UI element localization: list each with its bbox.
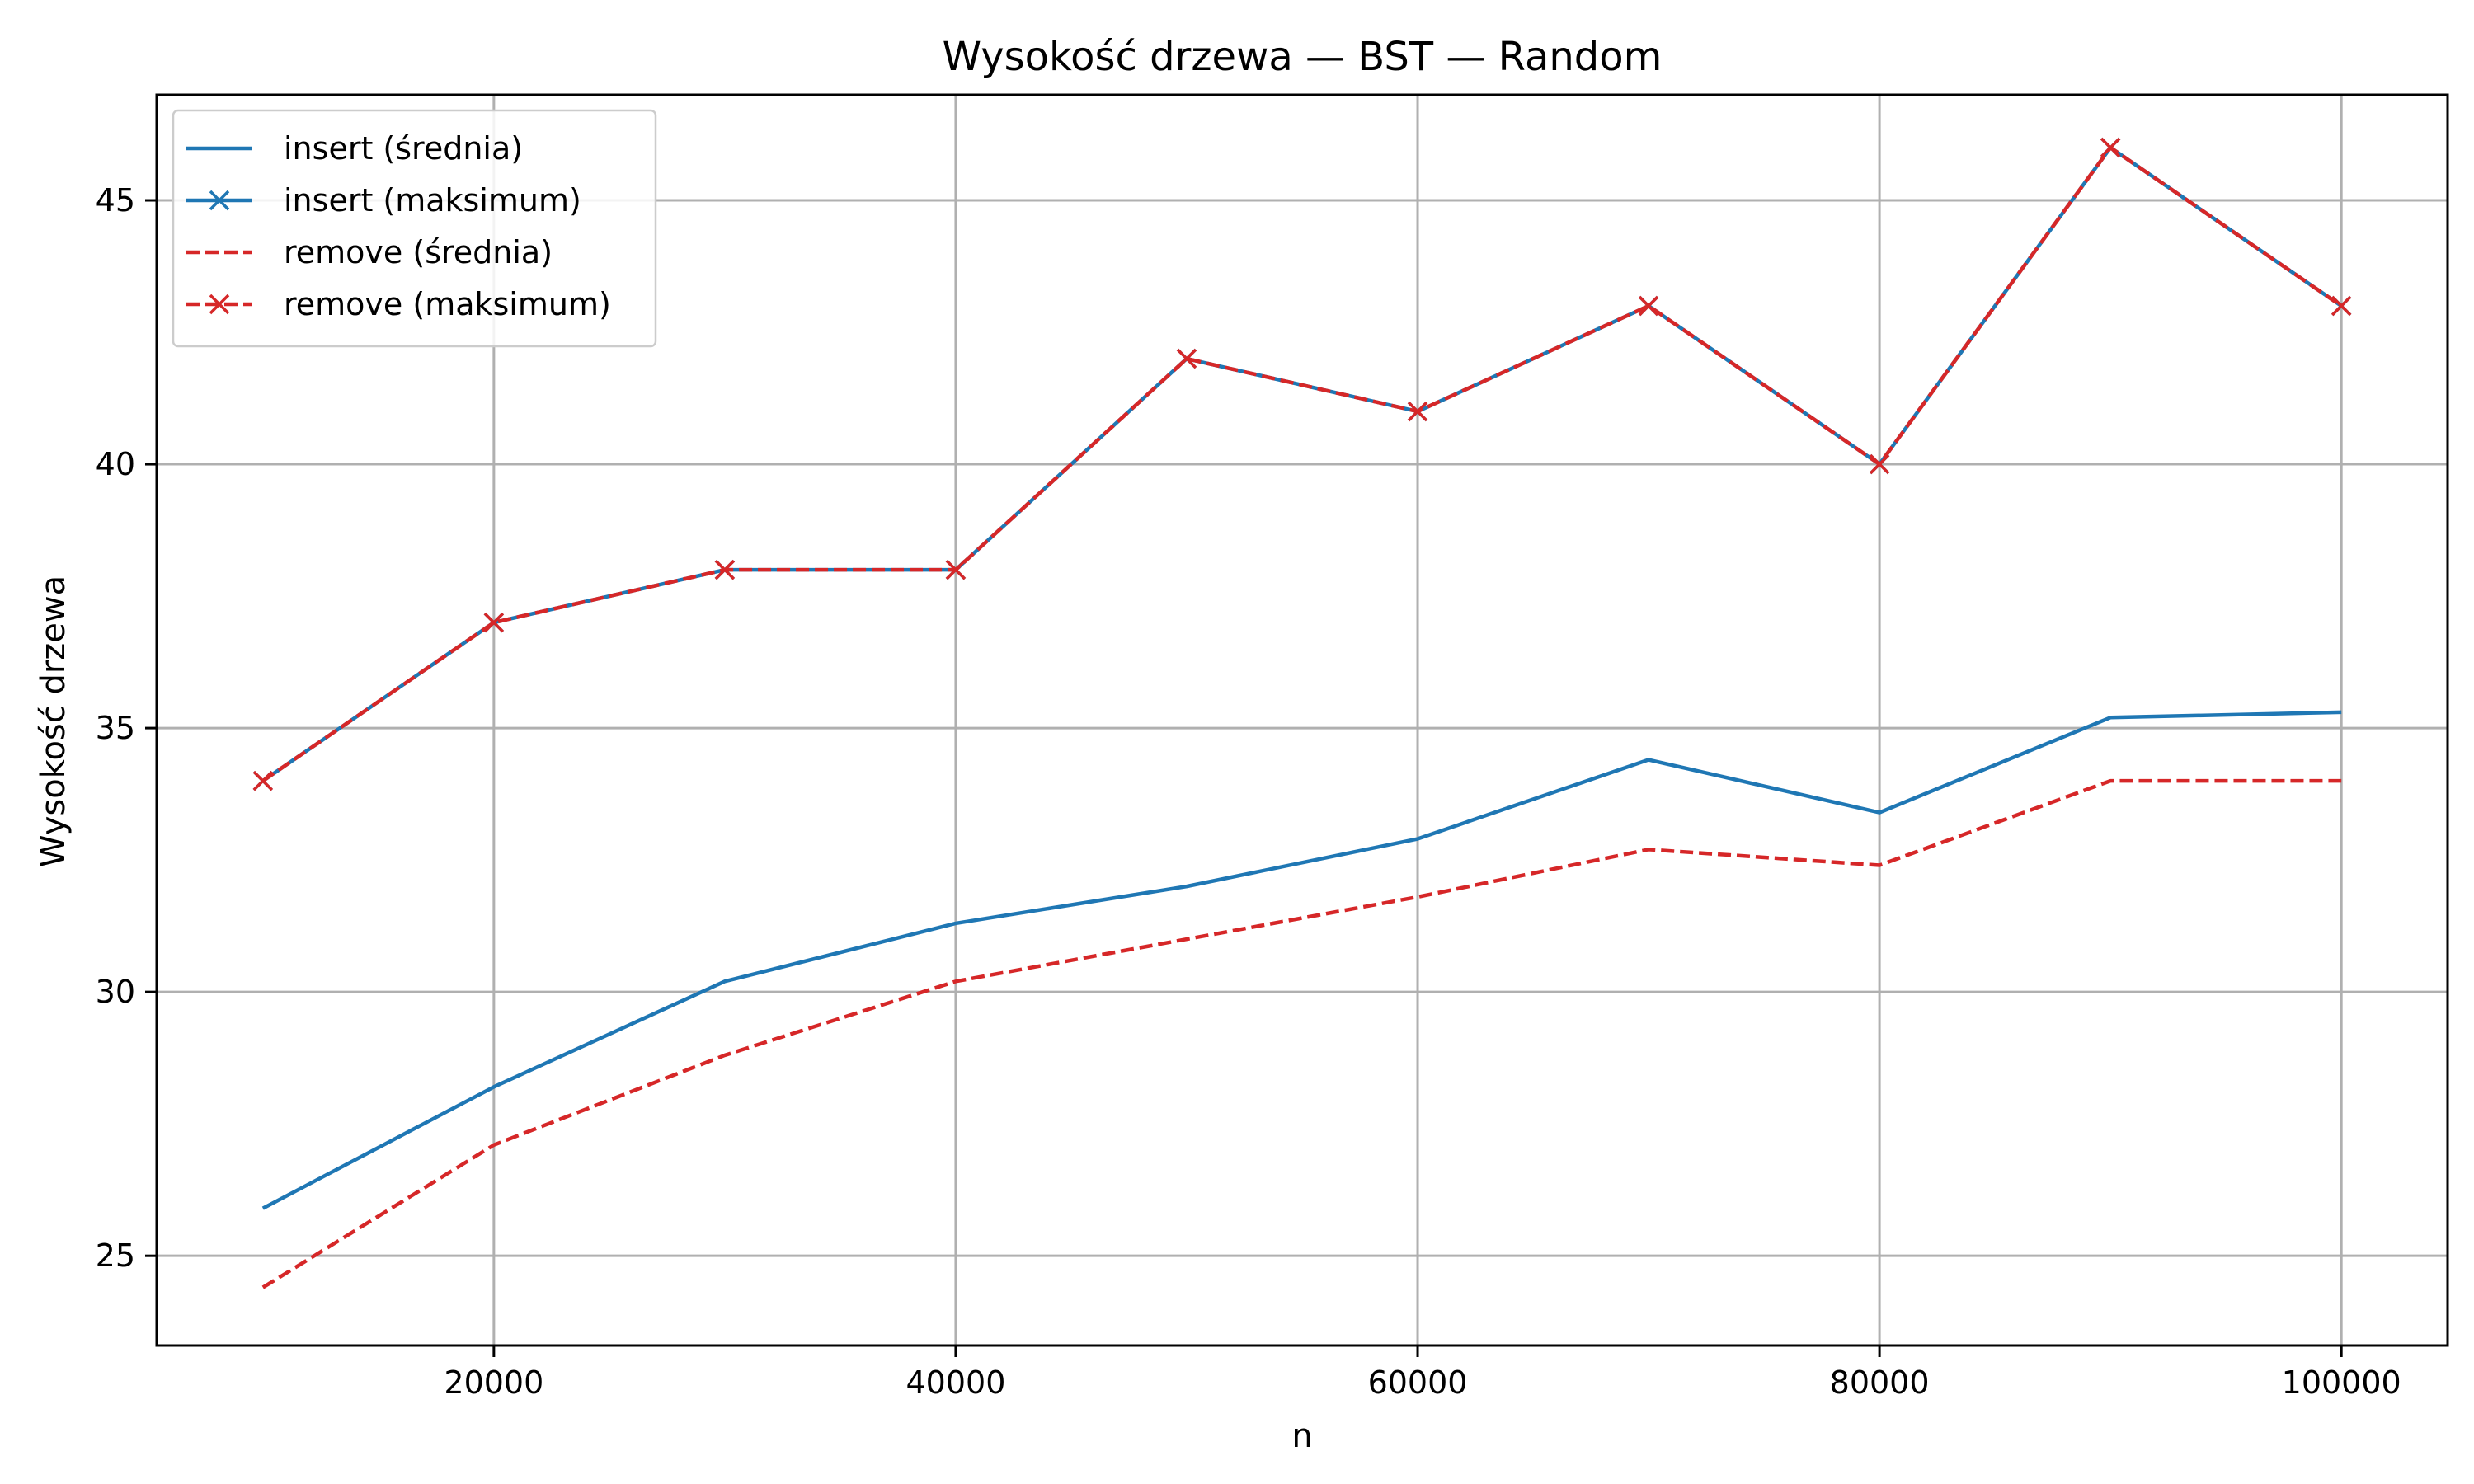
x-axis-label: n — [1291, 1417, 1312, 1455]
legend-label: insert (maksimum) — [284, 182, 581, 218]
data-point-marker — [1638, 295, 1659, 317]
x-tick-label: 80000 — [1830, 1364, 1930, 1401]
series-line — [261, 145, 2343, 782]
series-0 — [261, 710, 2342, 1210]
y-tick-label: 45 — [96, 182, 135, 218]
series-2 — [261, 778, 2342, 1289]
y-tick-label: 30 — [96, 974, 135, 1010]
y-axis-label: Wysokość drzewa — [35, 575, 73, 867]
y-tick-label: 40 — [96, 446, 135, 482]
data-point-marker — [252, 770, 274, 791]
data-point-marker — [2100, 137, 2121, 158]
legend-item: remove (maksimum) — [186, 286, 611, 322]
legend-item: remove (średnia) — [186, 234, 553, 270]
series-line — [261, 710, 2342, 1210]
plot-frame — [155, 93, 2449, 1347]
data-point-marker — [2331, 295, 2352, 317]
legend: insert (średnia) insert (maksimum) remove … — [172, 109, 657, 348]
grid-lines — [157, 95, 2448, 1345]
chart-title: Wysokość drzewa — BST — Random — [943, 34, 1663, 80]
data-point-marker — [945, 559, 967, 580]
legend-label: remove (średnia) — [284, 234, 553, 270]
legend-item: insert (średnia) — [186, 130, 523, 167]
x-tick-label: 100000 — [2282, 1364, 2401, 1401]
series-3 — [252, 137, 2352, 791]
series-line — [261, 778, 2342, 1289]
legend-label: remove (maksimum) — [284, 286, 611, 322]
x-tick-label: 60000 — [1368, 1364, 1468, 1401]
y-tick-label: 35 — [96, 710, 135, 746]
data-point-marker — [1869, 453, 1890, 475]
data-point-marker — [483, 612, 505, 633]
data-point-marker — [1176, 348, 1197, 369]
legend-item: insert (maksimum) — [186, 182, 581, 218]
legend-marker — [209, 190, 230, 211]
y-tick-label: 25 — [96, 1237, 135, 1274]
legend-label: insert (średnia) — [284, 130, 523, 167]
data-point-marker — [1407, 401, 1428, 422]
axis-ticks: 20000 40000 60000 80000 100000 25 30 35 40 45 — [96, 182, 2401, 1401]
series-layer — [252, 137, 2352, 1289]
x-tick-label: 20000 — [444, 1364, 543, 1401]
legend-box — [172, 109, 657, 348]
legend-marker — [209, 294, 230, 315]
data-point-marker — [714, 559, 736, 580]
x-tick-label: 40000 — [905, 1364, 1005, 1401]
